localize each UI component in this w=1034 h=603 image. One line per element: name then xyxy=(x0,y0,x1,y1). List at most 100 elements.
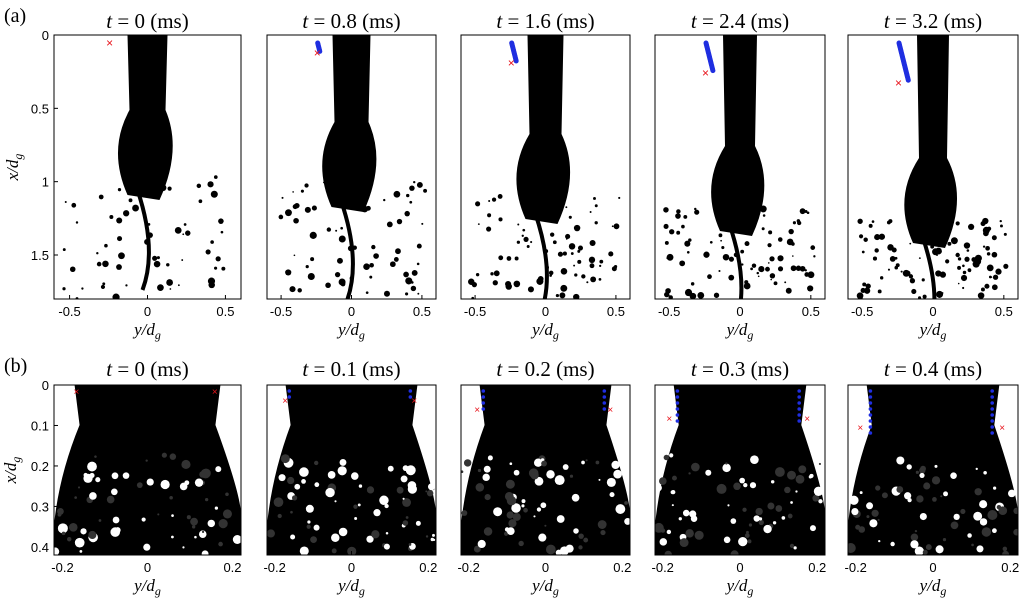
liquid-jet-image: × xyxy=(856,35,1009,299)
x-tick-label: -0.2 xyxy=(263,560,285,575)
track-point xyxy=(868,401,873,405)
panel-title: t = 0.2 (ms) xyxy=(496,357,594,381)
x-tick-label: -0.5 xyxy=(58,304,80,319)
liquid-jet-image: × xyxy=(278,35,428,299)
y-tick-label: 0.2 xyxy=(31,459,49,474)
time-symbol: t xyxy=(496,357,503,381)
x-tick-label: -0.5 xyxy=(851,304,873,319)
panel-b-5: × ×t = 0.4 (ms)-0.2 0 0.2y/dg xyxy=(845,357,1020,598)
panel-title: t = 0.3 (ms) xyxy=(691,357,789,381)
x-tick-label: 0.5 xyxy=(216,304,234,319)
time-symbol: t xyxy=(496,9,503,33)
time-symbol: t xyxy=(302,357,309,381)
track-point xyxy=(797,413,801,417)
x-tick-label: 0 xyxy=(929,304,936,319)
y-tick-label: 0.3 xyxy=(31,499,49,514)
x-tick-label: 0 xyxy=(348,560,355,575)
panel-title: t = 0 (ms) xyxy=(106,9,188,33)
x-axis-label: y/dg xyxy=(918,576,947,598)
time-value: = 0.8 (ms) xyxy=(308,9,400,33)
time-symbol: t xyxy=(691,9,698,33)
marker-cross: × xyxy=(508,56,515,70)
x-tick-label: -0.2 xyxy=(652,560,674,575)
y-tick-label: 0 xyxy=(42,378,49,393)
panel-a-4: × t = 2.4 (ms) -0.5 0 0.5 y/dg xyxy=(654,9,826,342)
time-symbol: t xyxy=(691,357,698,381)
x-tick-label: 0.5 xyxy=(413,304,431,319)
track-point xyxy=(990,425,994,429)
x-tick-label: 0.2 xyxy=(1001,560,1019,575)
x-tick-label: 0 xyxy=(144,304,151,319)
panel-b-label: (b) xyxy=(4,355,27,377)
track-point xyxy=(868,407,873,411)
liquid-jet-image: × xyxy=(468,35,621,299)
panel-title: t = 0 (ms) xyxy=(106,357,188,381)
marker-cross: × xyxy=(804,414,810,425)
x-axis-label: y/dg xyxy=(530,576,559,598)
track-point xyxy=(481,401,486,405)
panel-b-3: × ×t = 0.2 (ms)-0.2 0 0.2y/dg xyxy=(457,357,631,598)
track-point xyxy=(905,77,911,83)
y-tick-label: 1.5 xyxy=(31,248,49,263)
track-point xyxy=(990,401,994,405)
y-tick-label: 1 xyxy=(42,175,49,190)
y-axis-label: x/dg xyxy=(3,154,25,182)
x-axis-label: y/dg xyxy=(725,320,754,342)
track-point xyxy=(513,58,519,64)
x-axis-label: y/dg xyxy=(336,320,365,342)
track-point xyxy=(868,419,873,423)
track-point xyxy=(990,419,994,423)
time-symbol: t xyxy=(884,9,891,33)
x-tick-label: -0.5 xyxy=(658,304,680,319)
x-tick-label: -0.2 xyxy=(457,560,479,575)
time-value: = 1.6 (ms) xyxy=(502,9,594,33)
track-point xyxy=(990,395,994,399)
panel-a-label: (a) xyxy=(4,5,26,27)
x-tick-label: -0.5 xyxy=(270,304,292,319)
panel-title: t = 3.2 (ms) xyxy=(884,9,982,33)
time-value: = 2.4 (ms) xyxy=(697,9,789,33)
track-point xyxy=(602,395,607,399)
x-axis-label: y/dg xyxy=(530,320,559,342)
x-tick-label: 0 xyxy=(736,304,743,319)
marker-cross: × xyxy=(999,423,1005,434)
x-tick-label: 0.5 xyxy=(995,304,1013,319)
panel-title: t = 2.4 (ms) xyxy=(691,9,789,33)
x-axis-label: y/dg xyxy=(132,320,161,342)
marker-cross: × xyxy=(282,396,288,407)
track-point xyxy=(797,419,801,423)
time-symbol: t xyxy=(106,357,113,381)
time-value: = 0.2 (ms) xyxy=(502,357,594,381)
time-symbol: t xyxy=(302,9,309,33)
time-value: = 0 (ms) xyxy=(112,9,189,33)
y-tick-label: 0.1 xyxy=(31,418,49,433)
track-point xyxy=(868,425,873,429)
panel-a-2: × t = 0.8 (ms) -0.5 0 0.5 y/dg xyxy=(266,9,437,342)
y-tick-label: 0.5 xyxy=(31,101,49,116)
track-point xyxy=(675,395,680,399)
liquid-jet-image: × × xyxy=(655,385,825,555)
x-tick-label: 0 xyxy=(929,560,936,575)
y-axis-label: x/dg xyxy=(1,457,23,485)
x-tick-label: 0 xyxy=(542,560,549,575)
marker-cross: × xyxy=(474,405,480,416)
track-point xyxy=(990,431,994,435)
panel-title: t = 0.4 (ms) xyxy=(884,357,982,381)
time-value: = 0.1 (ms) xyxy=(308,357,400,381)
marker-cross: × xyxy=(666,414,672,425)
x-axis-label: y/dg xyxy=(725,576,754,598)
track-point xyxy=(797,407,801,411)
panel-b-2: × ×t = 0.1 (ms)-0.2 0 0.2y/dg xyxy=(263,357,437,598)
track-point xyxy=(797,395,801,399)
marker-cross: × xyxy=(73,387,79,398)
track-point xyxy=(990,389,994,393)
marker-cross: × xyxy=(607,405,613,416)
panel-title: t = 0.8 (ms) xyxy=(302,9,400,33)
x-tick-label: -0.5 xyxy=(464,304,486,319)
track-point xyxy=(408,395,413,399)
marker-cross: × xyxy=(895,76,902,90)
liquid-jet-image: × × xyxy=(54,385,241,555)
track-point xyxy=(675,419,680,423)
